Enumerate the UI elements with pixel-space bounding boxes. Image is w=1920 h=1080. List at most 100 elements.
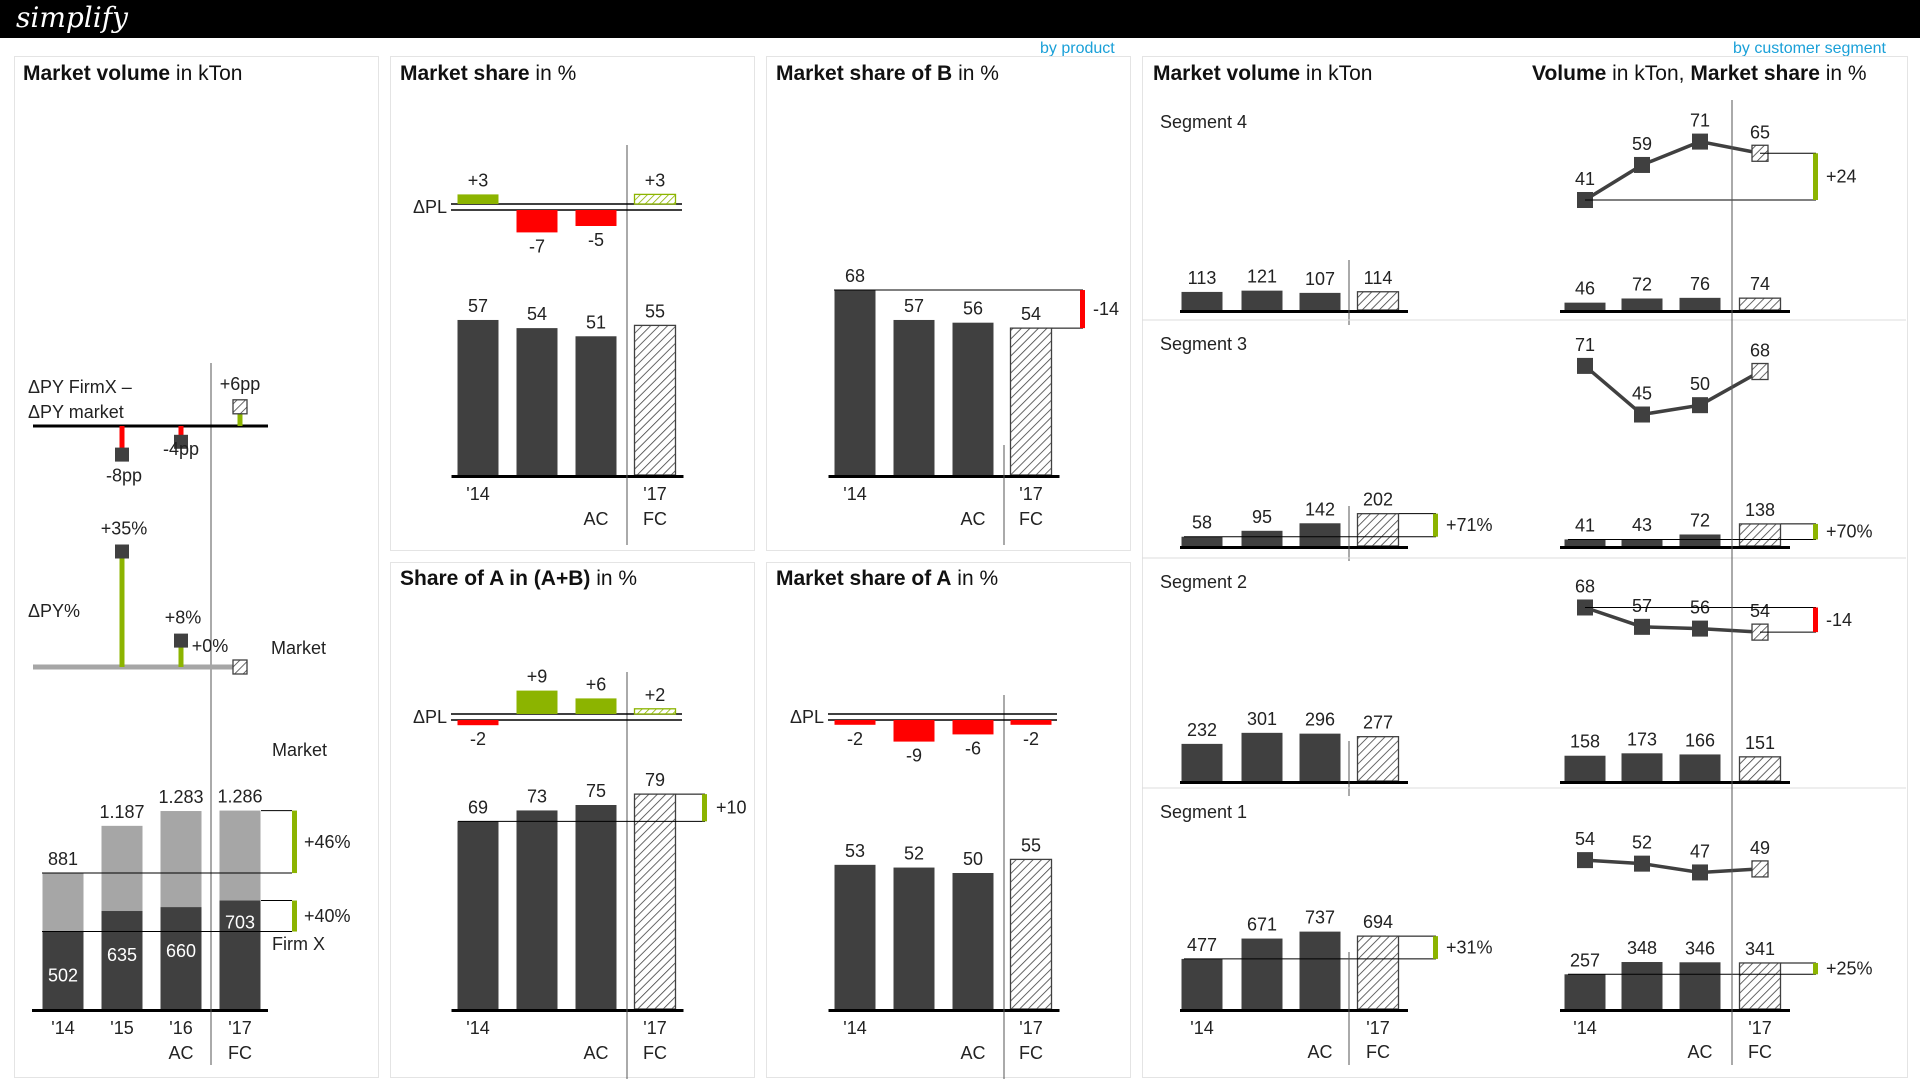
seg3-share-marker-1 [1634,618,1650,635]
seg1-fv-bar-0 [1564,302,1606,310]
ms-delta-bar-3 [633,193,677,205]
seg-right-tick-0: '14 [1573,1018,1596,1038]
seg1-share-marker-1 [1634,156,1650,173]
seg3-mv-value-2: 296 [1305,710,1335,730]
msa-scenario-2: AC [960,1043,985,1063]
seg3-share-marker-2 [1692,620,1708,637]
market-value-label-3: 1.286 [217,787,262,807]
ms-scenario-3: FC [643,509,667,529]
ms-delta-value-3: +3 [645,170,666,190]
sab-value-label-3: 79 [645,770,665,790]
seg1-share-value-2: 71 [1690,111,1710,131]
seg2-mv-variance-bar [1433,513,1438,537]
seg1-name: Segment 4 [1160,112,1247,132]
dpy-market-label: Market [271,638,326,658]
sab-delta-value-3: +2 [645,685,666,705]
msa-delta-bar-0 [834,720,876,725]
panel-market-share-a [766,562,1131,1078]
seg1-share-value-3: 65 [1750,122,1770,142]
seg1-share-value-0: 41 [1575,169,1595,189]
sab-delta-bar-0 [457,720,499,726]
brand-logo: simplify [16,1,128,34]
seg3-share-line [1584,605,1761,634]
seg3-fv-value-3: 151 [1745,733,1775,753]
seg-right-tick-3: '17 [1748,1018,1771,1038]
seg1-mv-value-3: 114 [1364,268,1393,288]
ms-delta-value-1: -7 [529,236,545,256]
dpy-value-0: +35% [101,519,148,539]
seg1-fv-value-0: 46 [1575,279,1595,299]
dpy-label: ΔPY% [28,601,80,621]
seg4-name: Segment 1 [1160,802,1247,822]
seg2-share-line [1583,364,1761,417]
mv-market-variance-label: +46% [304,832,351,852]
title-segment-volume: Market volume in kTon [1153,62,1373,85]
firm-value-label-2: 660 [166,941,196,961]
seg4-fv-bar-1 [1621,962,1663,1009]
title-segment-volume-share: Volume in kTon, Market share in % [1532,62,1867,85]
panel-market-share [390,56,755,551]
sab-variance-bar [702,794,707,822]
panel-segments [1142,56,1908,1078]
seg3-mv-bar-0 [1181,743,1223,781]
ms-delta-bar-2 [575,210,617,226]
seg4-fv-value-3: 341 [1745,939,1775,959]
seg-left-scenario-3: FC [1366,1042,1390,1062]
seg2-share-value-3: 68 [1750,341,1770,361]
sab-delta-value-1: +9 [527,667,548,687]
dpy-head-1 [174,633,188,648]
seg3-share-value-3: 54 [1750,601,1770,621]
seg4-fv-bar-0 [1564,974,1606,1009]
seg1-fv-bar-1 [1621,298,1663,310]
by-customer-segment-link[interactable]: by customer segment [1733,40,1886,57]
msa-delta-bar-2 [952,720,994,735]
seg3-fv-bar-1 [1621,753,1663,781]
seg2-fv-bar-0 [1564,539,1606,546]
seg2-fv-bar-1 [1621,539,1663,546]
firm-value-label-0: 502 [48,966,78,986]
msb-scenario-3: FC [1019,509,1043,529]
msa-bar-1 [893,867,935,1009]
dpy-value-2: +0% [192,636,229,656]
sab-scenario-3: FC [643,1043,667,1063]
seg1-fv-bar-3 [1738,297,1782,311]
seg2-fv-bar-3 [1738,523,1782,547]
seg3-fv-value-1: 173 [1627,729,1657,749]
ms-value-label-2: 51 [586,312,606,332]
seg-left-scenario-2: AC [1307,1042,1332,1062]
seg4-fv-value-2: 346 [1685,938,1715,958]
seg2-mv-bar-1 [1241,530,1283,546]
title-market-volume: Market volume in kTon [23,62,243,85]
ms-delta-bar-1 [516,210,558,233]
title-market-share-b: Market share of B in % [776,62,999,85]
seg-right-scenario-2: AC [1687,1042,1712,1062]
seg4-share-value-3: 49 [1750,838,1770,858]
msa-bar-0 [834,864,876,1009]
seg1-mv-value-2: 107 [1305,269,1335,289]
top-bar: simplify [0,0,1920,38]
seg3-fv-value-2: 166 [1685,730,1715,750]
seg4-fv-value-0: 257 [1570,950,1600,970]
sab-scenario-2: AC [583,1043,608,1063]
msa-value-label-3: 55 [1021,835,1041,855]
seg1-mv-value-0: 113 [1188,268,1217,288]
msb-value-label-1: 57 [904,296,924,316]
by-product-link[interactable]: by product [1040,40,1115,57]
seg2-mv-bar-3 [1356,513,1400,547]
msa-tick-3: '17 [1019,1018,1042,1038]
sab-delta-bar-3 [633,708,677,715]
msb-tick-0: '14 [843,484,866,504]
seg2-fv-variance-bar [1813,523,1818,540]
msa-bar-2 [952,873,994,1009]
ms-scenario-2: AC [583,509,608,529]
seg4-share-line [1584,858,1761,875]
seg3-fv-value-0: 158 [1570,732,1600,752]
seg1-mv-bar-1 [1241,290,1283,310]
seg3-fv-bar-0 [1564,755,1606,781]
seg4-share-value-2: 47 [1690,841,1710,861]
sab-delta-bar-2 [575,698,617,714]
diff-head-2 [232,399,248,415]
msa-delta-value-3: -2 [1023,729,1039,749]
ms-delta-label: ΔPL [413,197,447,217]
seg4-mv-bar-0 [1181,958,1223,1009]
